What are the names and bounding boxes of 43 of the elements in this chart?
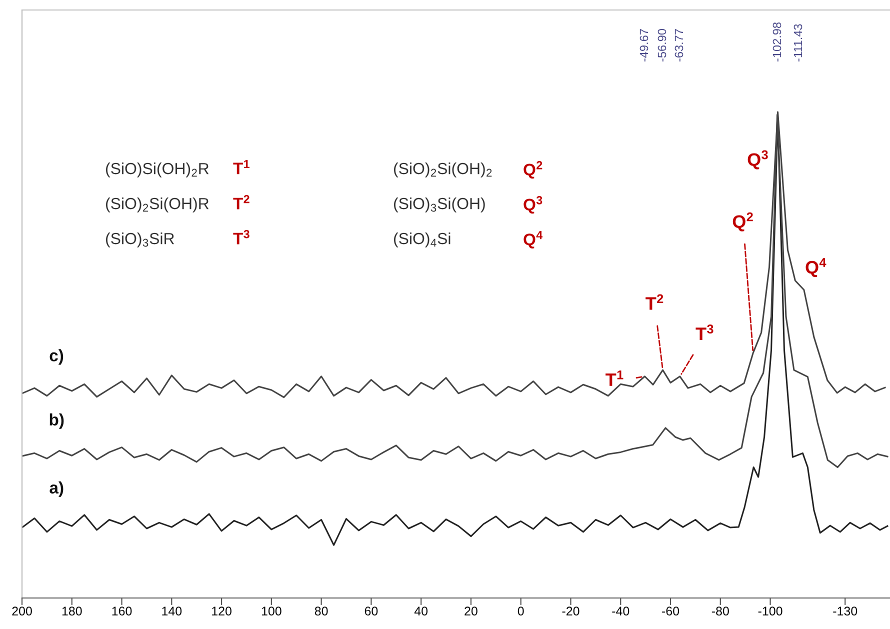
annotation: T$^{1}$ (233, 160, 250, 174)
x-tick-label: -40 (612, 606, 630, 616)
annotation: (SiO)$_{2}$Si(OH)R (106, 197, 209, 212)
series-label: b) (50, 413, 64, 429)
x-tick-label: -80 (712, 606, 729, 616)
annotation: (SiO)$_{2}$Si(OH)$_{2}$ (394, 162, 492, 178)
x-tick-label: 180 (62, 606, 82, 616)
x-tick-label: -100 (758, 606, 782, 616)
x-tick-label: 100 (262, 606, 282, 616)
x-tick-label: 40 (414, 606, 428, 616)
annotation: (SiO)$_{3}$SiR (106, 232, 174, 248)
series-label: a) (50, 481, 64, 497)
annotation: T$^{1}$ (606, 370, 624, 386)
x-tick-label: 120 (212, 606, 232, 616)
annotation: Q$^{2}$ (732, 212, 753, 232)
annotation: Q$^{3}$ (748, 150, 768, 170)
x-tick-label: 0 (518, 606, 524, 616)
x-tick-label: 140 (162, 606, 182, 616)
annotation: T$^{2}$ (233, 194, 250, 210)
text: -111.43 (794, 24, 802, 62)
x-tick-label: -60 (662, 606, 680, 616)
annotation: Q$^{2}$ (524, 161, 542, 179)
annotation: (SiO)$_{3}$Si(OH) (394, 197, 485, 212)
annotation: Q$^{4}$ (806, 258, 826, 278)
annotation: Q$^{3}$ (524, 196, 542, 214)
x-tick-label: 160 (112, 606, 132, 616)
text: -49.67 (640, 29, 648, 62)
x-tick-label: 200 (12, 606, 32, 616)
annotation: T$^{2}$ (646, 294, 664, 310)
series-label: c) (50, 349, 64, 365)
annotation: Q$^{4}$ (524, 231, 543, 249)
annotation: T$^{3}$ (696, 324, 714, 340)
x-tick-label: 60 (364, 606, 378, 616)
annotation: (SiO)Si(OH)$_{2}$R (106, 162, 209, 178)
text: -63.77 (674, 29, 684, 62)
annotation: (SiO)$_{4}$Si (394, 232, 450, 248)
text: -56.90 (658, 28, 666, 62)
text: -102.98 (772, 22, 782, 62)
x-tick-label: 80 (314, 606, 328, 616)
annotation: T$^{3}$ (233, 230, 250, 244)
x-tick-label: -130 (833, 606, 858, 616)
x-tick-label: 20 (464, 606, 478, 616)
x-tick-label: -20 (562, 606, 580, 616)
